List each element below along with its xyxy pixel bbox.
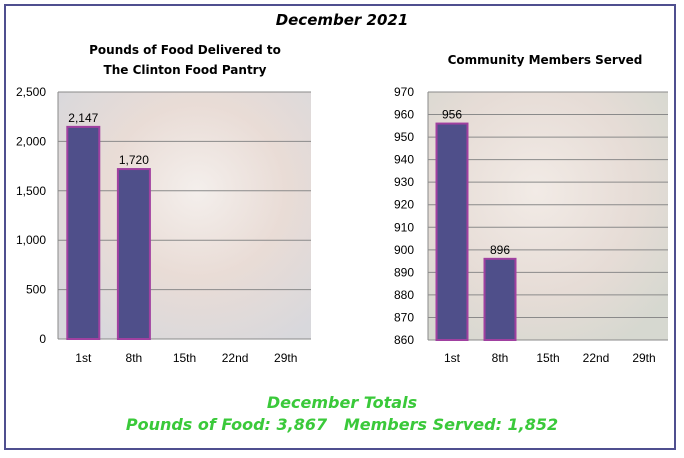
bar-1st — [66, 125, 101, 340]
y-tick-label: 950 — [394, 130, 414, 144]
y-tick-label: 890 — [394, 265, 414, 279]
y-tick-label: 930 — [394, 175, 414, 189]
y-tick-label: 910 — [394, 220, 414, 234]
y-tick-label: 960 — [394, 108, 414, 122]
y-tick-label: 500 — [26, 283, 46, 297]
left-chart-title: Pounds of Food Delivered to The Clinton … — [60, 40, 310, 80]
y-tick-label: 900 — [394, 243, 414, 257]
y-tick-label: 870 — [394, 310, 414, 324]
right-chart: 860 870 880 890 900 910 920 930 940 950 960 970 1st 9… — [394, 85, 668, 365]
x-tick-label: 15th — [173, 351, 196, 365]
main-title: December 2021 — [275, 11, 409, 29]
y-tick-label: 1,000 — [16, 233, 46, 247]
x-tick-label: 29th — [632, 351, 655, 365]
bar-8th — [483, 257, 517, 341]
x-tick-label: 22nd — [222, 351, 249, 365]
bar-1st — [435, 122, 469, 342]
x-tick-label: 8th — [492, 351, 509, 365]
data-label: 896 — [490, 243, 510, 257]
x-tick-label: 8th — [126, 351, 143, 365]
left-chart: 0 500 1,000 1,500 2,000 2,500 1st 2,147 8th 1,720… — [16, 85, 311, 365]
y-tick-label: 940 — [394, 153, 414, 167]
x-tick-label: 1st — [75, 351, 92, 365]
y-tick-label: 1,500 — [16, 184, 46, 198]
data-label: 2,147 — [68, 111, 98, 125]
totals-heading: December Totals — [266, 393, 418, 412]
data-label: 956 — [442, 108, 462, 122]
x-tick-label: 29th — [274, 351, 297, 365]
y-tick-label: 0 — [39, 332, 46, 346]
y-tick-label: 920 — [394, 198, 414, 212]
bar-8th — [116, 168, 151, 340]
left-title-line-2: The Clinton Food Pantry — [103, 63, 267, 77]
x-tick-label: 1st — [444, 351, 461, 365]
x-tick-label: 15th — [536, 351, 559, 365]
y-tick-label: 860 — [394, 333, 414, 347]
y-tick-label: 2,500 — [16, 85, 46, 99]
x-tick-label: 22nd — [583, 351, 610, 365]
right-chart-title: Community Members Served — [447, 53, 643, 67]
chart-frame — [4, 4, 676, 450]
y-tick-label: 880 — [394, 288, 414, 302]
y-tick-label: 970 — [394, 85, 414, 99]
totals-line: Pounds of Food: 3,867 Members Served: 1,… — [125, 415, 559, 434]
left-title-line-1: Pounds of Food Delivered to — [89, 43, 281, 57]
y-tick-label: 2,000 — [16, 134, 46, 148]
data-label: 1,720 — [119, 153, 149, 167]
